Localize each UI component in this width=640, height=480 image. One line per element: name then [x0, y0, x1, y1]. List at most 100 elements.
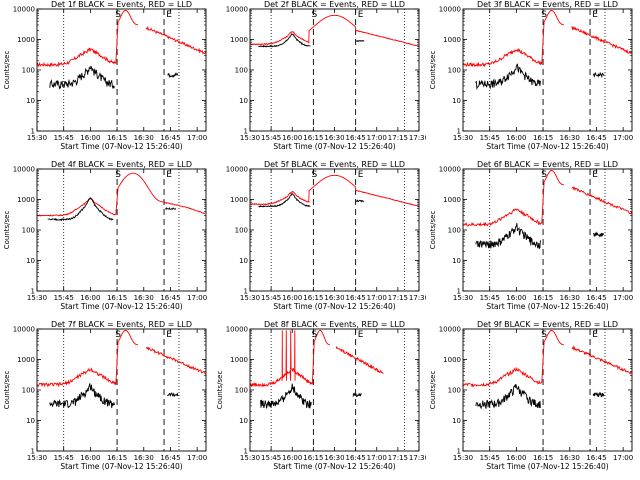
x-tick-label: 16:45 [346, 294, 366, 302]
x-tick-label: 16:45 [586, 454, 606, 462]
series-line-lld [571, 186, 632, 215]
x-tick-label: 15:45 [480, 294, 500, 302]
detector-panel-9: Det 9f BLACK = Events, RED = LLD S E 1 10 100… [426, 320, 639, 480]
x-tick-label: 15:30 [240, 294, 260, 302]
x-tick-label: 15:45 [261, 134, 281, 142]
x-tick-label: 17:00 [187, 134, 207, 142]
y-tick-label: 10000 [13, 326, 35, 334]
x-tick-label: 15:45 [261, 454, 281, 462]
x-tick-label: 16:30 [134, 134, 154, 142]
detector-panel-5: Det 5f BLACK = Events, RED = LLD S E 1 10 100… [213, 160, 426, 320]
start-marker: S [541, 170, 547, 180]
y-tick-label: 1 [31, 288, 35, 296]
series-line-events [475, 63, 541, 91]
series-line-events [47, 197, 114, 222]
x-tick-label: 16:45 [586, 294, 606, 302]
x-tick-label: 15:45 [480, 134, 500, 142]
y-tick-label: 10000 [226, 166, 248, 174]
series-line-lld [250, 174, 419, 207]
y-tick-label: 1000 [443, 196, 461, 204]
y-axis-label: Counts/sec [429, 211, 437, 250]
y-axis-label: Counts/sec [3, 371, 11, 410]
series-line-lld [463, 329, 565, 388]
plot-frame [462, 8, 633, 132]
x-tick-label: 17:15 [388, 454, 408, 462]
y-tick-label: 1 [31, 448, 35, 456]
plot-frame [249, 328, 420, 452]
x-tick-label: 16:45 [346, 134, 366, 142]
series-line-events [49, 383, 115, 409]
panel-title: Det 3f BLACK = Events, RED = LLD [477, 0, 618, 9]
y-tick-label: 10000 [226, 326, 248, 334]
panel-title: Det 5f BLACK = Events, RED = LLD [264, 160, 405, 169]
plot-frame [462, 328, 633, 452]
y-tick-label: 1000 [443, 36, 461, 44]
plot-frame [249, 168, 420, 292]
y-tick-label: 100 [22, 67, 35, 75]
y-tick-label: 1000 [230, 196, 248, 204]
x-tick-label: 16:15 [107, 454, 127, 462]
x-axis-label: Start Time (07-Nov-12 15:26:40) [486, 142, 608, 151]
x-tick-label: 15:30 [27, 294, 47, 302]
x-tick-label: 17:00 [367, 294, 387, 302]
x-tick-label: 17:15 [388, 134, 408, 142]
series-line-events [258, 33, 311, 48]
plot-frame [36, 328, 207, 452]
plot-frame [36, 168, 207, 292]
y-tick-label: 10 [452, 97, 461, 105]
end-marker: E [592, 170, 598, 180]
start-marker: S [312, 330, 318, 340]
x-tick-label: 16:45 [160, 454, 180, 462]
series-line-lld [145, 25, 206, 55]
x-tick-label: 16:15 [533, 294, 553, 302]
y-tick-label: 1 [244, 448, 248, 456]
x-tick-label: 16:00 [506, 294, 526, 302]
x-tick-label: 15:45 [54, 294, 74, 302]
y-tick-label: 1 [457, 448, 461, 456]
end-marker: E [166, 10, 172, 20]
x-tick-label: 17:00 [613, 294, 633, 302]
end-marker: E [166, 170, 172, 180]
x-tick-label: 15:30 [27, 454, 47, 462]
x-tick-label: 15:30 [453, 134, 473, 142]
x-tick-label: 16:15 [107, 294, 127, 302]
end-marker: E [358, 330, 364, 340]
y-tick-label: 1 [457, 288, 461, 296]
x-tick-label: 16:00 [506, 134, 526, 142]
panel-title: Det 8f BLACK = Events, RED = LLD [264, 320, 405, 329]
x-tick-label: 16:00 [282, 294, 302, 302]
end-marker: E [358, 170, 364, 180]
series-line-events [592, 391, 605, 398]
y-axis-label: Counts/sec [3, 211, 11, 250]
start-marker: S [312, 170, 318, 180]
start-marker: S [312, 10, 318, 20]
panel-title: Det 6f BLACK = Events, RED = LLD [477, 160, 618, 169]
x-tick-label: 16:15 [533, 454, 553, 462]
y-tick-label: 100 [235, 387, 248, 395]
detector-panel-3: Det 3f BLACK = Events, RED = LLD S E 1 10 100… [426, 0, 639, 160]
x-tick-label: 15:45 [54, 134, 74, 142]
start-marker: S [541, 10, 547, 20]
y-tick-label: 100 [448, 227, 461, 235]
y-tick-label: 10 [239, 257, 248, 265]
series-line-events [258, 192, 311, 208]
x-tick-label: 16:00 [80, 134, 100, 142]
y-axis-label: Counts/sec [216, 371, 224, 410]
y-tick-label: 10 [239, 97, 248, 105]
series-line-events [49, 65, 115, 90]
x-tick-label: 17:15 [388, 294, 408, 302]
x-tick-label: 16:30 [324, 454, 344, 462]
end-marker: E [166, 330, 172, 340]
plot-frame [36, 8, 207, 132]
series-line-lld [335, 346, 384, 374]
series-line-events [475, 223, 541, 250]
x-tick-label: 16:30 [324, 134, 344, 142]
y-tick-label: 1 [31, 128, 35, 136]
series-line-events [166, 392, 179, 397]
